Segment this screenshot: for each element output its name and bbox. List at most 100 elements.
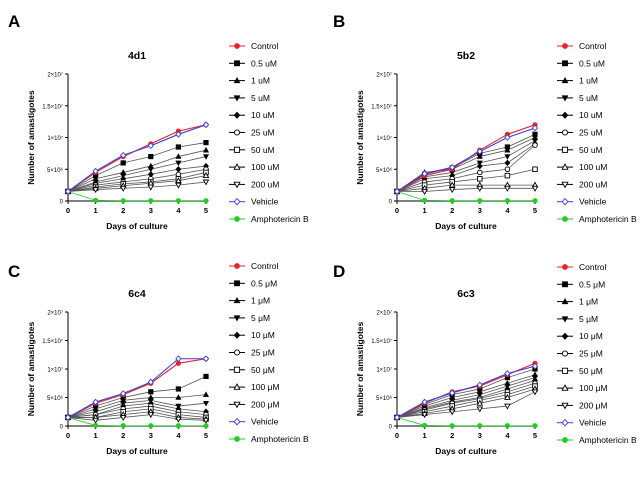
legend-label: 100 uM xyxy=(579,162,607,172)
series-2 xyxy=(64,146,210,194)
data-point xyxy=(504,166,511,172)
y-axis-label: Number of amastigotes xyxy=(26,321,36,416)
legend-marker xyxy=(233,417,241,426)
data-point xyxy=(175,144,182,150)
data-point xyxy=(175,171,182,178)
legend-label: 5 uM xyxy=(251,93,270,103)
series-line xyxy=(67,142,207,192)
legend-marker xyxy=(562,43,568,49)
legend: Control 0.5 μM 1 μM 5 μM 10 μM 25 μM 50 μM 100 … xyxy=(557,262,637,445)
legend-marker xyxy=(234,216,240,222)
data-point xyxy=(476,406,484,413)
data-point xyxy=(92,398,99,406)
legend-marker xyxy=(561,297,569,305)
series-5 xyxy=(394,142,538,195)
data-point xyxy=(202,417,210,424)
legend-marker xyxy=(561,402,569,410)
data-point xyxy=(202,400,210,407)
legend-label: 200 uM xyxy=(579,179,607,189)
legend-label: 1 uM xyxy=(579,76,598,86)
legend-marker xyxy=(562,281,568,288)
legend-marker xyxy=(561,367,569,374)
data-point xyxy=(175,130,182,138)
panel-letter: C xyxy=(8,262,20,281)
series-line xyxy=(67,168,207,192)
y-tick-label: 0 xyxy=(60,425,64,431)
y-tick-label: 5×10⁶ xyxy=(376,167,393,174)
series-line xyxy=(396,374,536,418)
y-tick-label: 1.5×10⁷ xyxy=(42,338,63,345)
legend-marker xyxy=(233,146,241,153)
data-point xyxy=(449,163,456,171)
data-point xyxy=(175,166,182,173)
series-line xyxy=(396,377,536,418)
legend-label: Control xyxy=(579,41,607,51)
data-point xyxy=(175,416,182,423)
chart-title: 4d1 xyxy=(128,50,146,62)
legend-marker xyxy=(561,197,569,206)
legend-label: 100 μM xyxy=(579,383,608,393)
legend-marker xyxy=(561,111,569,119)
data-point xyxy=(477,169,483,176)
data-point xyxy=(421,398,428,406)
series-line xyxy=(396,137,536,192)
series-line xyxy=(396,184,535,192)
y-tick-label: 1×10⁷ xyxy=(47,367,63,374)
data-point xyxy=(175,177,182,184)
legend-marker xyxy=(233,76,241,84)
legend-label: 25 uM xyxy=(579,128,603,138)
panel-A: A 4d1 0 1 2 3 4 5 0 5×10⁶ 1×10⁷ 1.5×10⁷ 2×10⁷ Days of… xyxy=(8,12,309,231)
legend-marker xyxy=(561,163,569,170)
data-point xyxy=(147,412,155,419)
legend-label: Amphotericin B xyxy=(579,214,637,224)
legend-marker xyxy=(234,60,240,67)
panel-C: C 6c4 0 1 2 3 4 5 0 5×10⁶ 1×10⁷ 1.5×10⁷ 2×10⁷ Days of… xyxy=(8,261,309,456)
x-tick-label: 4 xyxy=(176,206,181,215)
legend: Control 0.5 uM 1 uM 5 uM 10 uM 25 uM 50 uM 100 … xyxy=(557,41,637,224)
legend-label: 200 μM xyxy=(251,399,280,409)
data-point xyxy=(175,394,182,400)
x-tick-label: 2 xyxy=(450,206,454,215)
series-line xyxy=(396,140,536,192)
legend-label: 10 uM xyxy=(579,110,603,120)
data-point xyxy=(202,391,210,397)
data-point xyxy=(203,139,209,146)
y-tick-label: 1×10⁷ xyxy=(47,135,63,142)
x-tick-label: 3 xyxy=(149,206,153,215)
legend-marker xyxy=(561,181,569,189)
legend-marker xyxy=(561,316,569,323)
x-tick-label: 2 xyxy=(121,431,125,440)
x-tick-label: 3 xyxy=(478,206,482,215)
x-tick-label: 1 xyxy=(423,431,427,440)
data-point xyxy=(393,188,401,195)
data-point xyxy=(504,185,511,192)
legend-marker xyxy=(233,366,241,373)
x-tick-label: 1 xyxy=(94,431,98,440)
y-tick-label: 2×10⁷ xyxy=(47,310,63,317)
data-point xyxy=(504,198,511,204)
x-axis-label: Days of culture xyxy=(435,446,497,456)
legend-label: Vehicle xyxy=(579,418,607,428)
legend-marker xyxy=(234,436,240,442)
data-point xyxy=(532,198,538,204)
data-point xyxy=(477,176,483,182)
legend-label: 0.5 uM xyxy=(251,58,277,68)
data-point xyxy=(92,417,99,424)
data-point xyxy=(175,355,182,363)
y-axis-label: Number of amastigotes xyxy=(355,90,365,185)
data-point xyxy=(531,389,539,396)
legend-label: 50 uM xyxy=(579,145,603,155)
panel-letter: A xyxy=(8,12,20,31)
data-point xyxy=(64,188,72,195)
data-point xyxy=(120,198,126,204)
x-tick-label: 1 xyxy=(423,206,427,215)
legend-label: Control xyxy=(251,41,279,51)
data-point xyxy=(476,399,484,406)
data-point xyxy=(120,151,127,159)
series-line xyxy=(67,417,206,427)
data-point xyxy=(92,187,99,194)
data-point xyxy=(477,423,483,429)
series-line xyxy=(397,187,535,192)
x-tick-label: 5 xyxy=(204,431,208,440)
